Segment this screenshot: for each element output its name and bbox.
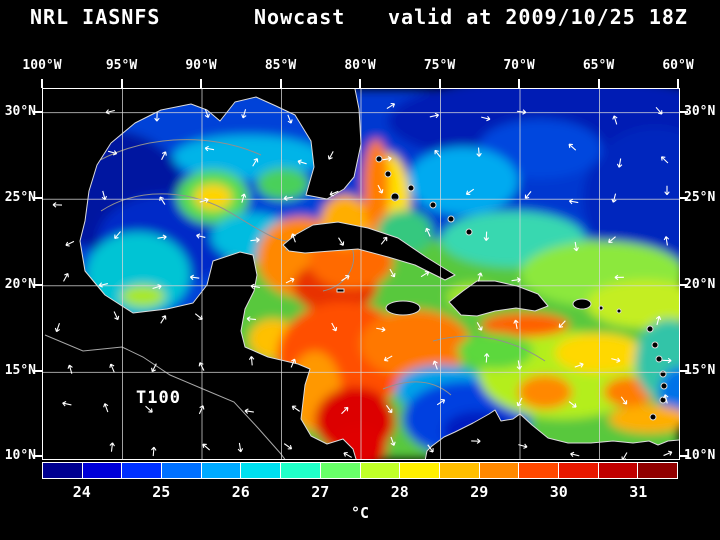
land-jamaica bbox=[385, 300, 421, 316]
lat-tick-label-left: 20°N bbox=[4, 276, 36, 292]
lat-tick-label-left: 10°N bbox=[4, 448, 36, 463]
lat-tick-label-right: 10°N bbox=[684, 448, 716, 463]
pacific-coastline bbox=[44, 334, 286, 459]
colorbar-cell bbox=[320, 463, 360, 478]
colorbar-cell bbox=[519, 463, 558, 478]
sst-map bbox=[42, 88, 680, 460]
colorbar-cell bbox=[598, 463, 638, 478]
colorbar-cell bbox=[439, 463, 479, 478]
lon-tick-mark bbox=[279, 79, 282, 88]
lon-tick-mark bbox=[438, 79, 441, 88]
lat-tick-mark-left bbox=[33, 197, 42, 200]
lat-tick-mark-right bbox=[679, 283, 688, 286]
colorbar-cell bbox=[400, 463, 439, 478]
colorbar-tick-label: 27 bbox=[311, 483, 330, 501]
model-name: NRL IASNFS bbox=[30, 5, 161, 29]
colorbar-cell bbox=[82, 463, 122, 478]
map-canvas bbox=[43, 89, 679, 459]
lon-tick-label: 70°W bbox=[503, 58, 535, 73]
lat-tick-label-right: 25°N bbox=[684, 190, 716, 206]
colorbar bbox=[42, 462, 678, 479]
colorbar-cell bbox=[638, 463, 677, 478]
lat-tick-mark-right bbox=[679, 455, 688, 457]
colorbar-tick-label: 29 bbox=[470, 483, 489, 501]
colorbar-unit: °C bbox=[350, 504, 370, 522]
lon-tick-mark bbox=[359, 79, 361, 88]
lat-tick-mark-right bbox=[679, 110, 688, 113]
land-puerto-rico bbox=[572, 298, 592, 310]
ocean-contours bbox=[87, 139, 546, 396]
lon-tick-label: 80°W bbox=[344, 58, 376, 73]
lat-tick-label-left: 30°N bbox=[4, 103, 36, 119]
lon-tick-label: 85°W bbox=[264, 58, 297, 73]
lat-tick-mark-left bbox=[33, 110, 42, 113]
lat-tick-mark-left bbox=[33, 370, 42, 373]
colorbar-cell bbox=[360, 463, 400, 478]
lon-tick-mark bbox=[597, 79, 600, 88]
colorbar-cell bbox=[122, 463, 162, 478]
lat-tick-label-right: 15°N bbox=[684, 363, 716, 379]
colorbar-cell bbox=[558, 463, 598, 478]
lon-tick-mark bbox=[200, 79, 202, 88]
colorbar-cell bbox=[241, 463, 281, 478]
colorbar-tick-label: 26 bbox=[231, 483, 250, 501]
lon-tick-label: 65°W bbox=[582, 58, 615, 73]
land-cuba bbox=[282, 221, 456, 281]
colorbar-tick-label: 31 bbox=[629, 483, 648, 501]
lat-tick-label-right: 20°N bbox=[684, 276, 716, 292]
product-name: Nowcast bbox=[254, 5, 346, 29]
field-label: T100 bbox=[136, 388, 181, 408]
colorbar-tick-label: 24 bbox=[72, 483, 91, 501]
lat-tick-label-left: 25°N bbox=[4, 190, 36, 206]
grid-lines bbox=[43, 89, 679, 459]
colorbar-cell bbox=[201, 463, 241, 478]
land-south-america bbox=[424, 409, 679, 459]
lat-tick-mark-left bbox=[33, 283, 42, 286]
lat-tick-mark-right bbox=[679, 370, 688, 373]
lon-tick-label: 75°W bbox=[423, 58, 456, 73]
land-cayman bbox=[336, 288, 345, 293]
lon-tick-label: 100°W bbox=[22, 58, 62, 73]
colorbar-tick-label: 30 bbox=[549, 483, 568, 501]
lat-tick-mark-right bbox=[679, 197, 688, 200]
lon-tick-mark bbox=[41, 79, 43, 88]
wind-vector-arrows bbox=[52, 102, 673, 459]
colorbar-cell bbox=[281, 463, 320, 478]
valid-time: valid at 2009/10/25 18Z bbox=[388, 5, 688, 29]
colorbar-tick-label: 28 bbox=[390, 483, 409, 501]
lat-tick-label-right: 30°N bbox=[684, 103, 716, 119]
colorbar-cell bbox=[162, 463, 201, 478]
land-hispaniola bbox=[448, 280, 549, 317]
lat-tick-label-left: 15°N bbox=[4, 363, 36, 379]
lon-tick-mark bbox=[677, 79, 679, 88]
lon-tick-mark bbox=[518, 79, 520, 88]
colorbar-cell bbox=[43, 463, 82, 478]
colorbar-tick-label: 25 bbox=[152, 483, 171, 501]
lon-tick-label: 60°W bbox=[662, 58, 694, 73]
lat-tick-mark-left bbox=[33, 455, 42, 457]
lon-tick-label: 95°W bbox=[105, 58, 138, 73]
lon-tick-label: 90°W bbox=[185, 58, 217, 73]
colorbar-cell bbox=[479, 463, 519, 478]
land-bahamas bbox=[375, 155, 473, 236]
lon-tick-mark bbox=[120, 79, 123, 88]
